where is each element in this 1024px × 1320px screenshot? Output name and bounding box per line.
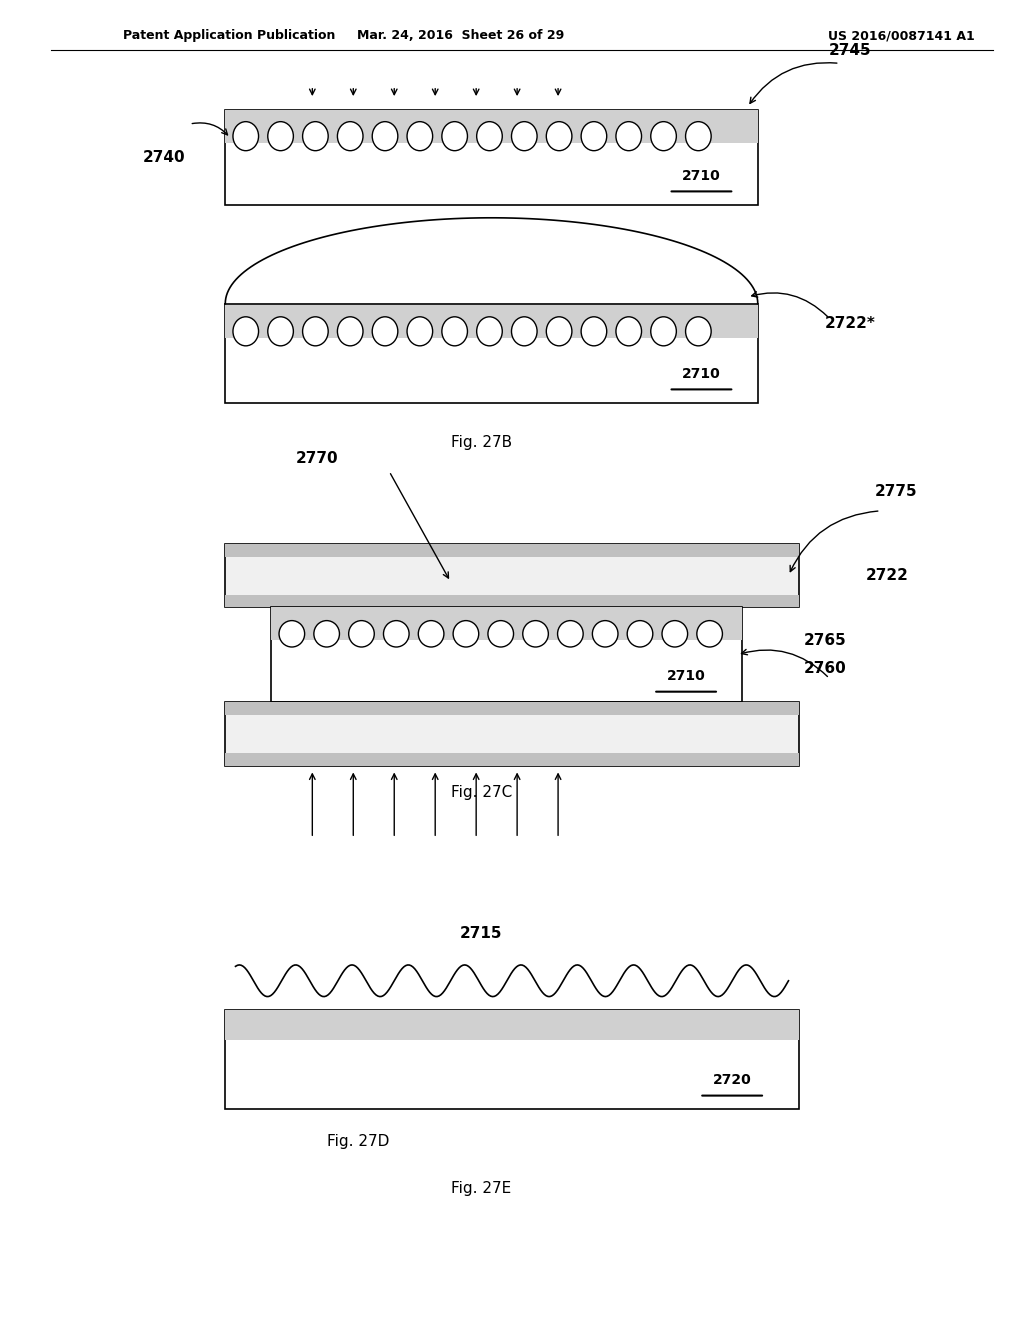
Ellipse shape — [488, 620, 514, 647]
FancyBboxPatch shape — [225, 752, 799, 766]
Ellipse shape — [616, 317, 641, 346]
Ellipse shape — [442, 317, 467, 346]
Ellipse shape — [512, 317, 537, 346]
Ellipse shape — [373, 317, 397, 346]
Text: 2745: 2745 — [828, 42, 871, 58]
Text: 2775: 2775 — [874, 483, 918, 499]
Ellipse shape — [303, 121, 328, 150]
Ellipse shape — [522, 620, 549, 647]
FancyBboxPatch shape — [225, 702, 799, 715]
Ellipse shape — [314, 620, 340, 647]
Text: 2710: 2710 — [682, 367, 721, 380]
FancyBboxPatch shape — [225, 304, 758, 403]
FancyBboxPatch shape — [271, 607, 742, 702]
Text: 2715: 2715 — [460, 925, 503, 941]
Ellipse shape — [476, 317, 502, 346]
Text: 2760: 2760 — [804, 661, 847, 676]
Text: 2765: 2765 — [804, 634, 847, 648]
Ellipse shape — [279, 620, 305, 647]
Ellipse shape — [616, 121, 641, 150]
Ellipse shape — [408, 121, 433, 150]
Ellipse shape — [663, 620, 688, 647]
FancyBboxPatch shape — [225, 304, 758, 338]
Ellipse shape — [582, 317, 606, 346]
Ellipse shape — [348, 620, 375, 647]
FancyBboxPatch shape — [225, 594, 799, 607]
FancyBboxPatch shape — [225, 544, 799, 607]
Text: 2722*: 2722* — [824, 315, 876, 331]
FancyBboxPatch shape — [271, 607, 742, 640]
Ellipse shape — [268, 121, 294, 150]
Ellipse shape — [558, 620, 584, 647]
Text: 2720: 2720 — [713, 1073, 752, 1086]
Ellipse shape — [686, 121, 711, 150]
Ellipse shape — [651, 121, 676, 150]
Text: Fig. 27E: Fig. 27E — [452, 1180, 511, 1196]
Text: Mar. 24, 2016  Sheet 26 of 29: Mar. 24, 2016 Sheet 26 of 29 — [357, 29, 564, 42]
Ellipse shape — [582, 121, 606, 150]
Ellipse shape — [651, 317, 676, 346]
Ellipse shape — [476, 121, 502, 150]
FancyBboxPatch shape — [225, 1010, 799, 1109]
Ellipse shape — [303, 317, 328, 346]
Ellipse shape — [408, 317, 433, 346]
Ellipse shape — [593, 620, 618, 647]
Ellipse shape — [512, 121, 537, 150]
FancyBboxPatch shape — [225, 110, 758, 205]
Ellipse shape — [419, 620, 444, 647]
Ellipse shape — [547, 317, 571, 346]
Ellipse shape — [697, 620, 723, 647]
Text: Fig. 27D: Fig. 27D — [328, 1134, 389, 1150]
Text: Fig. 27B: Fig. 27B — [451, 434, 512, 450]
FancyBboxPatch shape — [225, 110, 758, 143]
Ellipse shape — [232, 317, 258, 346]
Text: 2722: 2722 — [865, 568, 908, 583]
Text: 2740: 2740 — [142, 149, 185, 165]
Text: Fig. 27C: Fig. 27C — [451, 784, 512, 800]
Text: Patent Application Publication: Patent Application Publication — [123, 29, 335, 42]
Ellipse shape — [383, 620, 410, 647]
Ellipse shape — [268, 317, 294, 346]
Ellipse shape — [442, 121, 467, 150]
Ellipse shape — [337, 121, 364, 150]
Ellipse shape — [337, 317, 364, 346]
Ellipse shape — [232, 121, 258, 150]
Text: 2770: 2770 — [296, 450, 339, 466]
Ellipse shape — [627, 620, 653, 647]
Text: 2710: 2710 — [667, 669, 706, 682]
Text: 2710: 2710 — [682, 169, 721, 182]
FancyBboxPatch shape — [225, 1010, 799, 1040]
Ellipse shape — [686, 317, 711, 346]
FancyBboxPatch shape — [225, 544, 799, 557]
Text: Fig. 27A: Fig. 27A — [451, 249, 512, 265]
Ellipse shape — [454, 620, 479, 647]
Ellipse shape — [547, 121, 571, 150]
Ellipse shape — [373, 121, 397, 150]
FancyBboxPatch shape — [225, 702, 799, 766]
Text: US 2016/0087141 A1: US 2016/0087141 A1 — [827, 29, 975, 42]
